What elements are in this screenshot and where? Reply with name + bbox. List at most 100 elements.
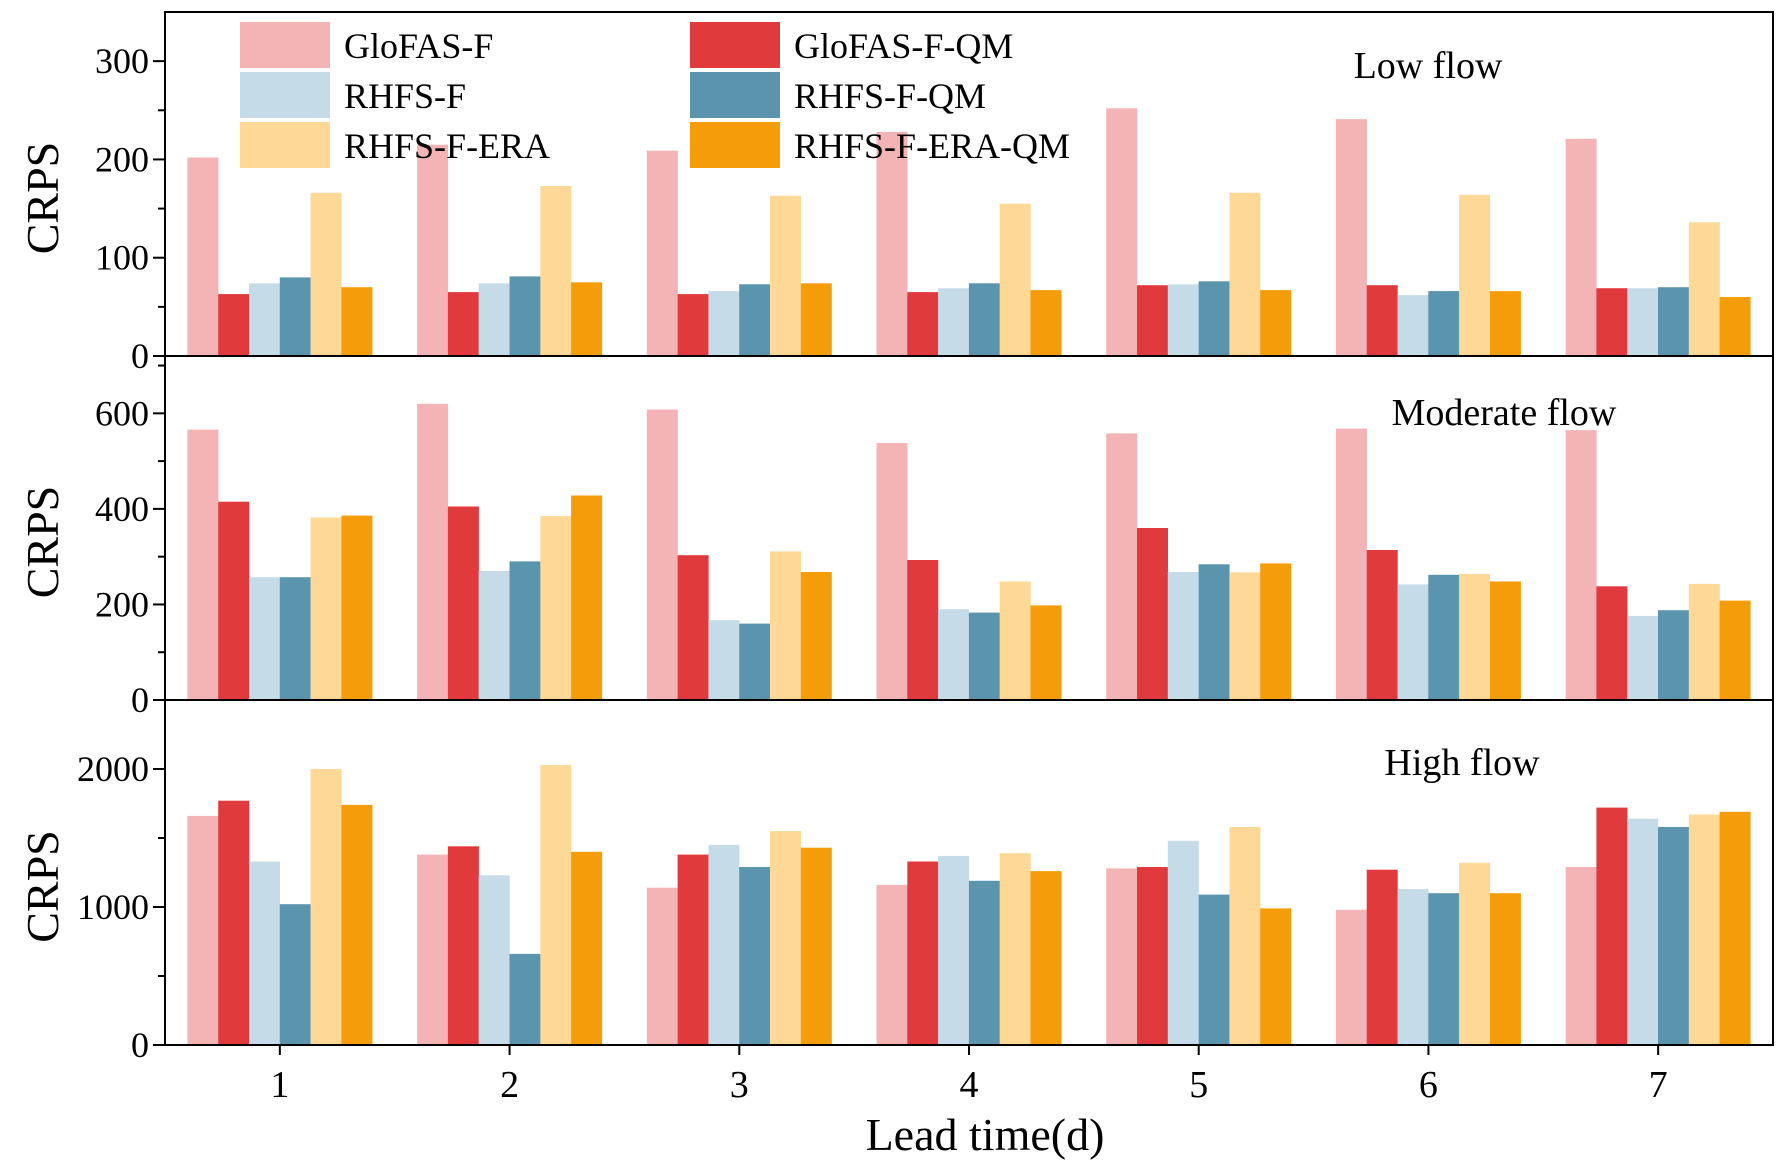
bar-glofas-f-lead-4 xyxy=(876,131,908,356)
x-tick-label: 3 xyxy=(730,1064,749,1106)
bar-glofas-f-lead-7 xyxy=(1565,867,1597,1045)
bar-glofas-f-lead-5 xyxy=(1106,868,1138,1045)
bar-rhfs-f-era-qm-lead-2 xyxy=(571,851,603,1045)
bar-glofas-f-qm-lead-4 xyxy=(907,560,939,700)
bar-rhfs-f-era-lead-6 xyxy=(1459,862,1491,1045)
bar-glofas-f-qm-lead-2 xyxy=(447,506,479,700)
bar-rhfs-f-lead-7 xyxy=(1627,615,1659,700)
y-tick-label: 200 xyxy=(95,139,149,179)
bar-rhfs-f-era-lead-7 xyxy=(1688,222,1720,356)
bar-glofas-f-lead-3 xyxy=(646,887,678,1045)
legend-label: GloFAS-F-QM xyxy=(794,26,1013,66)
bar-rhfs-f-lead-4 xyxy=(938,288,970,356)
bar-rhfs-f-era-qm-lead-6 xyxy=(1489,581,1521,700)
y-axis-label: CRPS xyxy=(17,830,68,943)
y-axis-label: CRPS xyxy=(17,142,68,255)
bar-rhfs-f-qm-lead-4 xyxy=(968,612,1000,700)
legend-item: GloFAS-F-QM xyxy=(690,22,1013,68)
bar-rhfs-f-lead-1 xyxy=(249,577,280,700)
x-tick-label: 7 xyxy=(1649,1064,1668,1106)
bar-glofas-f-lead-7 xyxy=(1565,138,1597,356)
bar-rhfs-f-lead-5 xyxy=(1167,840,1199,1045)
legend-swatch xyxy=(690,22,780,68)
bar-rhfs-f-qm-lead-3 xyxy=(739,867,771,1045)
bar-rhfs-f-lead-7 xyxy=(1627,288,1659,356)
bar-glofas-f-qm-lead-5 xyxy=(1137,528,1168,700)
bar-rhfs-f-lead-6 xyxy=(1397,295,1429,356)
bar-rhfs-f-lead-7 xyxy=(1627,818,1659,1045)
bar-rhfs-f-era-lead-7 xyxy=(1688,814,1720,1045)
legend-item: RHFS-F-QM xyxy=(690,72,986,118)
legend-item: RHFS-F xyxy=(240,72,466,118)
x-axis: 1 2 3 4 5 6 7 xyxy=(270,1045,1668,1106)
bar-glofas-f-lead-2 xyxy=(417,144,449,356)
bar-rhfs-f-era-qm-lead-3 xyxy=(800,572,832,700)
bar-rhfs-f-era-qm-lead-4 xyxy=(1030,605,1062,700)
bar-rhfs-f-era-qm-lead-6 xyxy=(1489,893,1521,1045)
bar-rhfs-f-era-qm-lead-4 xyxy=(1030,290,1062,356)
bar-glofas-f-qm-lead-2 xyxy=(447,292,479,356)
bar-rhfs-f-qm-lead-3 xyxy=(739,284,771,356)
bar-glofas-f-qm-lead-1 xyxy=(218,294,250,356)
legend-swatch xyxy=(690,72,780,118)
y-tick-label: 0 xyxy=(131,680,149,720)
x-tick-label: 2 xyxy=(500,1064,519,1106)
bar-rhfs-f-qm-lead-2 xyxy=(509,561,541,700)
y-tick-label: 400 xyxy=(95,489,149,529)
bar-glofas-f-qm-lead-2 xyxy=(447,846,479,1045)
bar-glofas-f-lead-1 xyxy=(187,157,219,356)
bar-glofas-f-lead-1 xyxy=(187,815,219,1045)
bar-rhfs-f-qm-lead-1 xyxy=(279,277,311,356)
bar-glofas-f-lead-5 xyxy=(1106,108,1138,356)
bar-rhfs-f-era-qm-lead-2 xyxy=(571,282,603,356)
bar-glofas-f-lead-6 xyxy=(1335,428,1367,700)
bar-glofas-f-lead-6 xyxy=(1335,119,1367,356)
bar-glofas-f-qm-lead-1 xyxy=(218,800,250,1045)
bar-glofas-f-qm-lead-6 xyxy=(1366,285,1398,356)
y-tick-label: 600 xyxy=(95,393,149,433)
bar-rhfs-f-era-qm-lead-1 xyxy=(341,515,373,700)
bar-glofas-f-lead-4 xyxy=(876,884,908,1045)
y-tick-label: 1000 xyxy=(77,887,149,927)
bar-rhfs-f-era-qm-lead-1 xyxy=(341,287,373,356)
bar-rhfs-f-era-qm-lead-7 xyxy=(1719,600,1751,700)
bar-rhfs-f-lead-3 xyxy=(708,291,740,356)
legend-swatch xyxy=(240,72,330,118)
bar-rhfs-f-era-qm-lead-6 xyxy=(1489,291,1521,356)
legend: GloFAS-F GloFAS-F-QM RHFS-F RHFS-F-QM RHFS-F… xyxy=(240,22,1070,168)
bar-rhfs-f-qm-lead-1 xyxy=(279,577,311,700)
bar-rhfs-f-era-lead-6 xyxy=(1459,573,1491,700)
legend-label: RHFS-F xyxy=(344,76,466,116)
panel-title: Low flow xyxy=(1354,45,1503,87)
y-tick-label: 100 xyxy=(95,238,149,278)
legend-item: RHFS-F-ERA-QM xyxy=(690,122,1070,168)
bar-glofas-f-qm-lead-5 xyxy=(1137,867,1168,1045)
y-tick-label: 2000 xyxy=(77,749,149,789)
bar-rhfs-f-era-lead-6 xyxy=(1459,194,1491,356)
bar-rhfs-f-era-qm-lead-7 xyxy=(1719,811,1751,1045)
bar-glofas-f-qm-lead-7 xyxy=(1596,586,1628,700)
legend-item: GloFAS-F xyxy=(240,22,493,68)
panel-1: 0 100 200 300 CRPS Low flow xyxy=(17,11,1774,376)
bar-rhfs-f-qm-lead-1 xyxy=(279,904,311,1045)
bar-glofas-f-qm-lead-6 xyxy=(1366,869,1398,1045)
bar-glofas-f-qm-lead-7 xyxy=(1596,807,1628,1045)
bar-rhfs-f-qm-lead-7 xyxy=(1658,610,1689,700)
legend-label: RHFS-F-QM xyxy=(794,76,986,116)
bar-rhfs-f-lead-5 xyxy=(1167,572,1199,700)
bar-rhfs-f-qm-lead-5 xyxy=(1198,894,1230,1045)
x-axis-label: Lead time(d) xyxy=(866,1109,1105,1160)
bar-rhfs-f-lead-4 xyxy=(938,609,970,700)
bar-rhfs-f-era-qm-lead-3 xyxy=(800,283,832,356)
x-tick-label: 5 xyxy=(1189,1064,1208,1106)
bar-rhfs-f-qm-lead-2 xyxy=(509,276,541,356)
bar-rhfs-f-qm-lead-5 xyxy=(1198,281,1230,356)
bar-rhfs-f-qm-lead-4 xyxy=(968,283,1000,356)
bar-rhfs-f-era-lead-7 xyxy=(1688,583,1720,700)
bar-rhfs-f-era-lead-4 xyxy=(999,203,1031,356)
panel-3: 0 1000 2000 CRPS High flow xyxy=(17,699,1774,1065)
bar-glofas-f-lead-2 xyxy=(417,854,449,1045)
bar-rhfs-f-era-qm-lead-5 xyxy=(1260,908,1292,1045)
